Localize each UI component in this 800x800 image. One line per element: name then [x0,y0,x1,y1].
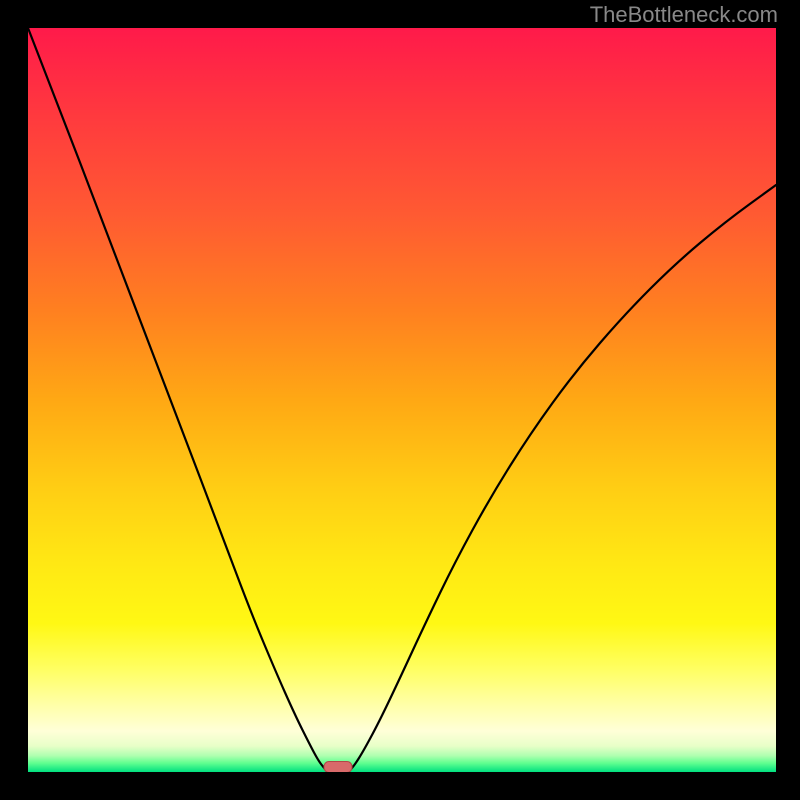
plot-frame [0,0,800,800]
watermark-text: TheBottleneck.com [590,2,778,28]
